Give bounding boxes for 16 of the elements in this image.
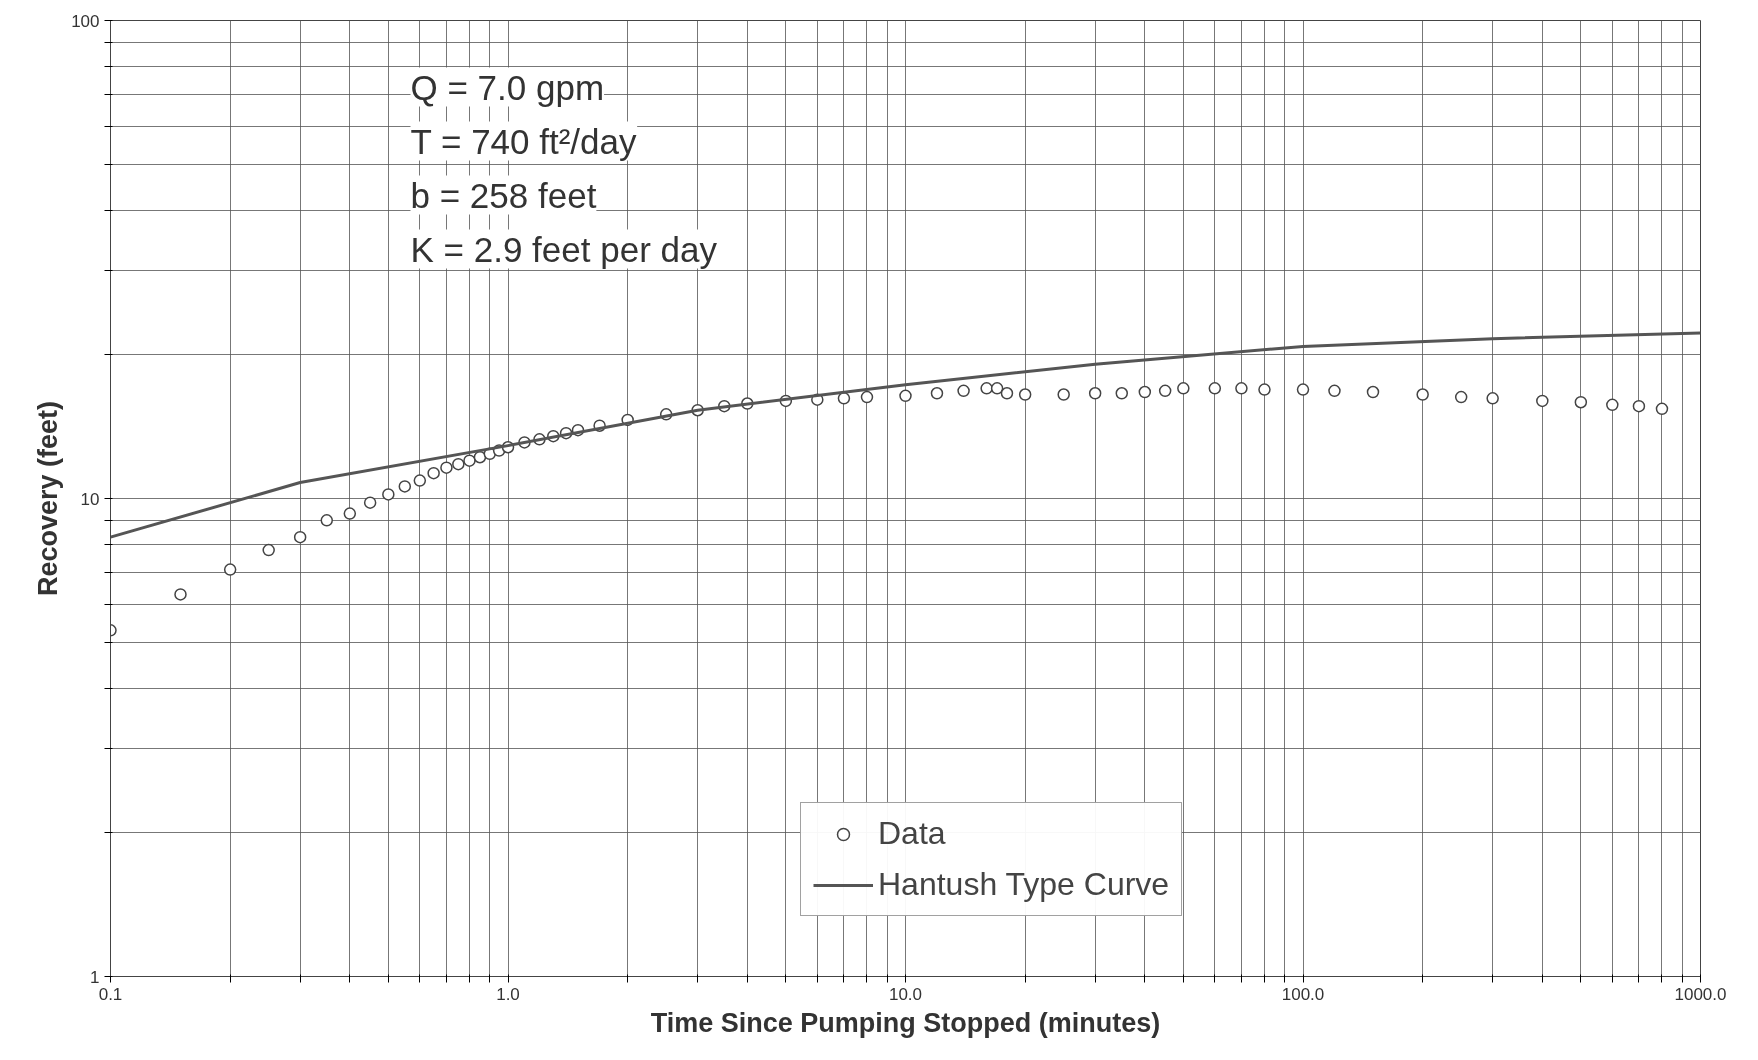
y-tick-label: 100 xyxy=(71,11,100,31)
legend-label: Data xyxy=(878,815,946,852)
annotation: K = 2.9 feet per day xyxy=(410,229,718,269)
annotation: T = 740 ft²/day xyxy=(410,121,638,161)
x-tick-label: 0.1 xyxy=(98,984,123,1004)
x-tick-label: 10.0 xyxy=(888,984,923,1004)
x-tick-label: 100.0 xyxy=(1281,984,1325,1004)
legend-label: Hantush Type Curve xyxy=(878,866,1170,903)
annotation: Q = 7.0 gpm xyxy=(410,67,605,107)
x-tick-label: 1000.0 xyxy=(1674,984,1727,1004)
y-axis-title: Recovery (feet) xyxy=(33,400,64,597)
x-tick-label: 1.0 xyxy=(496,984,520,1004)
y-tick-label: 1 xyxy=(90,967,100,987)
y-tick-label: 10 xyxy=(80,489,100,509)
annotation: b = 258 feet xyxy=(410,175,597,215)
x-axis-title: Time Since Pumping Stopped (minutes) xyxy=(650,1007,1161,1038)
